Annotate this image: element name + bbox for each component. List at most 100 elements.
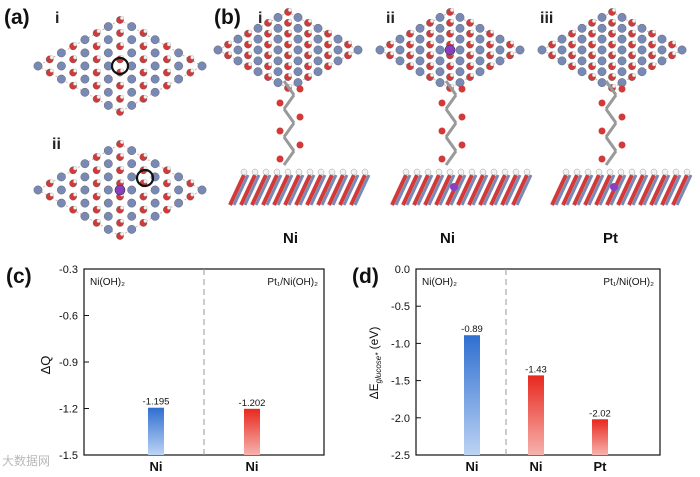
ni-bond	[265, 174, 283, 206]
ni-bond	[460, 174, 478, 206]
ni-atom	[80, 61, 90, 71]
y-axis-label-unit: (eV)	[367, 327, 381, 353]
ni-atom	[273, 45, 283, 55]
ni-atom	[103, 172, 113, 182]
side-view	[550, 80, 693, 206]
h-atom	[120, 232, 124, 236]
ni-atom	[637, 34, 647, 44]
ni-bond	[482, 174, 500, 206]
ni-atom	[150, 198, 160, 208]
glucose-bond	[444, 150, 458, 166]
h-atom	[120, 81, 124, 86]
h-atom	[73, 81, 78, 86]
h-atom	[73, 42, 78, 47]
y-tick-label: -0.9	[59, 357, 78, 369]
h-atom	[572, 62, 576, 67]
h-atom	[413, 168, 421, 176]
oh-bond	[228, 174, 246, 206]
h-atom	[288, 40, 292, 45]
h-atom	[96, 166, 101, 171]
glucose-bond	[604, 80, 618, 96]
oh-bond	[294, 174, 312, 206]
h-atom	[120, 108, 124, 112]
ni-atom	[637, 23, 647, 33]
glucose-bond	[282, 80, 296, 96]
ni-bond	[287, 174, 305, 206]
h-atom	[120, 153, 124, 158]
ni-atom	[127, 211, 137, 221]
data-label: -0.89	[461, 324, 483, 335]
glucose-o	[296, 113, 304, 121]
glucose-bond	[444, 136, 458, 152]
ni-atom	[150, 61, 160, 71]
lattice-slab	[375, 8, 525, 92]
h-atom	[424, 168, 432, 176]
ni-atom	[637, 67, 647, 77]
oh-bond	[627, 174, 645, 206]
h-atom	[308, 73, 312, 78]
ni-atom	[313, 67, 323, 77]
ni-atom	[435, 12, 445, 22]
h-atom	[120, 166, 124, 171]
h-atom	[612, 51, 616, 56]
y-tick-label: -1.5	[59, 450, 78, 462]
h-atom	[470, 51, 474, 56]
ni-atom	[455, 45, 465, 55]
ni-atom	[150, 87, 160, 97]
ni-atom	[455, 12, 465, 22]
ni-atom	[103, 211, 113, 221]
ni-atom	[103, 146, 113, 156]
ni-atom	[657, 34, 667, 44]
ni-atom	[435, 56, 445, 66]
h-atom	[592, 40, 596, 45]
glucose-bond	[282, 122, 296, 138]
ni-atom	[57, 185, 66, 195]
h-atom	[402, 168, 410, 176]
h-atom	[49, 55, 54, 60]
ni-atom	[435, 34, 445, 44]
oh-bond	[401, 174, 419, 206]
glucose-bond	[604, 94, 618, 110]
ni-atom	[127, 74, 137, 84]
ni-atom	[80, 159, 90, 169]
ni-atom	[577, 34, 587, 44]
ni-atom	[103, 224, 113, 234]
h-atom	[166, 55, 171, 60]
glucose-o	[618, 85, 626, 93]
y-axis-label-sub: glucose*	[374, 352, 383, 384]
ni-atom	[617, 45, 627, 55]
h-atom	[308, 18, 312, 23]
pt-atom	[114, 184, 126, 196]
ni-atom	[273, 78, 283, 88]
h-atom	[120, 179, 124, 184]
h-atom	[457, 168, 465, 176]
ni-bond	[493, 174, 511, 206]
ni-atom	[127, 198, 137, 208]
structure-figures	[33, 8, 693, 240]
ni-atom	[127, 185, 137, 195]
ni-atom	[80, 211, 90, 221]
h-atom	[552, 51, 556, 56]
h-atom	[284, 168, 292, 176]
h-atom	[592, 51, 596, 56]
side-view	[390, 80, 533, 206]
ni-atom	[395, 34, 405, 44]
ni-bond	[276, 174, 294, 206]
h-atom	[240, 168, 248, 176]
ni-atom	[577, 67, 587, 77]
ni-atom	[495, 34, 505, 44]
h-atom	[49, 192, 54, 197]
h-atom	[248, 40, 252, 45]
y-tick-label: -1.2	[59, 404, 78, 416]
h-atom	[308, 62, 312, 67]
oh-bond	[390, 174, 408, 206]
ni-atom	[273, 56, 283, 66]
ni-bond	[331, 174, 349, 206]
ni-bond	[587, 174, 605, 206]
h-atom	[306, 168, 314, 176]
ni-atom	[57, 172, 66, 182]
ni-atom	[273, 12, 283, 22]
h-atom	[450, 62, 454, 67]
h-atom	[143, 81, 148, 86]
h-atom	[430, 73, 434, 78]
